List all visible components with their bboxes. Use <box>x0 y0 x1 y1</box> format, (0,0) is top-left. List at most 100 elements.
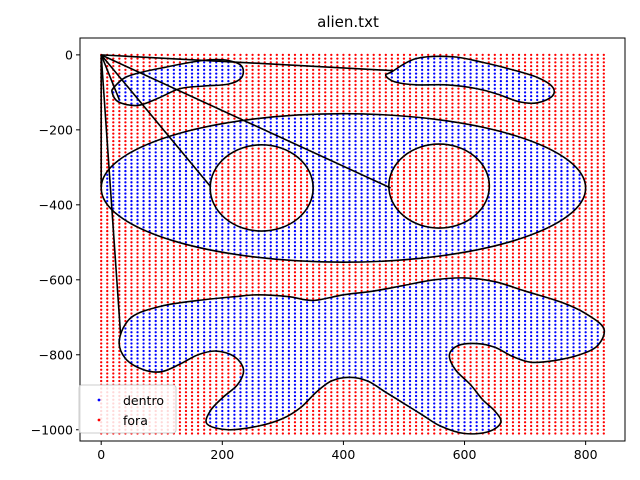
point-fora <box>572 214 575 218</box>
point-fora <box>548 124 551 128</box>
point-fora <box>269 271 272 274</box>
point-fora <box>209 278 212 281</box>
point-fora <box>584 76 587 79</box>
point-fora <box>463 349 466 353</box>
point-fora <box>493 117 496 120</box>
point-fora <box>336 417 339 420</box>
point-fora <box>148 64 151 68</box>
point-fora <box>311 72 315 75</box>
point-fora <box>602 98 605 102</box>
point-fora <box>378 109 381 113</box>
point-fora <box>487 106 490 109</box>
point-fora <box>420 158 424 161</box>
point-fora <box>396 267 400 270</box>
point-fora <box>106 301 109 304</box>
point-fora <box>572 267 575 270</box>
point-dentro <box>130 323 133 326</box>
point-dentro <box>148 199 151 203</box>
point-fora <box>451 166 454 169</box>
point-fora <box>184 117 188 120</box>
point-fora <box>396 169 400 173</box>
point-fora <box>299 106 303 109</box>
point-fora <box>505 244 509 248</box>
point-fora <box>505 61 509 64</box>
point-fora <box>239 192 242 195</box>
point-fora <box>287 76 291 79</box>
point-fora <box>548 413 551 416</box>
point-fora <box>493 124 496 128</box>
point-fora <box>475 361 478 364</box>
point-fora <box>469 113 472 116</box>
point-fora <box>293 289 297 293</box>
point-dentro <box>166 184 169 188</box>
point-fora <box>184 256 188 259</box>
point-dentro <box>142 158 145 161</box>
point-fora <box>572 237 575 240</box>
point-fora <box>402 424 406 428</box>
point-dentro <box>130 188 133 191</box>
point-fora <box>263 91 266 94</box>
point-fora <box>523 259 527 263</box>
point-fora <box>366 409 369 413</box>
point-fora <box>427 211 430 214</box>
point-fora <box>554 121 557 124</box>
point-fora <box>136 368 139 371</box>
point-fora <box>354 271 357 274</box>
point-fora <box>439 218 442 221</box>
point-fora <box>536 248 539 251</box>
point-fora <box>584 173 587 176</box>
point-dentro <box>130 166 133 169</box>
point-fora <box>130 368 133 371</box>
point-fora <box>184 248 188 251</box>
point-fora <box>402 192 406 195</box>
point-fora <box>148 376 151 379</box>
point-fora <box>299 421 303 424</box>
point-fora <box>596 214 599 218</box>
point-fora <box>202 387 206 390</box>
point-fora <box>336 406 339 409</box>
point-fora <box>106 248 109 251</box>
point-fora <box>511 424 515 428</box>
point-fora <box>239 188 242 191</box>
point-fora <box>106 87 109 90</box>
point-fora <box>227 91 230 94</box>
point-fora <box>523 271 527 274</box>
point-fora <box>602 94 605 98</box>
point-dentro <box>148 357 151 360</box>
point-fora <box>118 237 121 240</box>
point-fora <box>590 87 593 90</box>
point-fora <box>311 293 315 296</box>
point-dentro <box>166 331 169 334</box>
point-fora <box>475 199 478 203</box>
point-dentro <box>124 214 127 218</box>
point-fora <box>384 274 387 278</box>
point-fora <box>414 424 418 428</box>
point-fora <box>330 109 333 113</box>
point-fora <box>275 192 278 195</box>
point-fora <box>566 154 569 158</box>
point-fora <box>124 237 127 240</box>
point-dentro <box>154 319 157 323</box>
point-fora <box>414 259 418 263</box>
point-fora <box>293 421 297 424</box>
point-fora <box>184 244 188 248</box>
point-fora <box>469 361 472 364</box>
point-fora <box>100 222 103 225</box>
point-fora <box>469 188 472 191</box>
point-fora <box>560 244 563 248</box>
point-fora <box>408 106 412 109</box>
point-fora <box>457 274 460 278</box>
point-fora <box>572 98 575 102</box>
point-fora <box>112 151 115 154</box>
point-fora <box>106 244 109 248</box>
point-fora <box>342 68 345 72</box>
point-fora <box>396 188 400 191</box>
point-fora <box>439 274 442 278</box>
point-fora <box>402 263 406 266</box>
point-fora <box>584 203 587 206</box>
point-fora <box>196 91 200 94</box>
point-fora <box>281 102 285 105</box>
point-fora <box>100 199 103 203</box>
point-fora <box>402 406 406 409</box>
point-fora <box>523 57 527 60</box>
